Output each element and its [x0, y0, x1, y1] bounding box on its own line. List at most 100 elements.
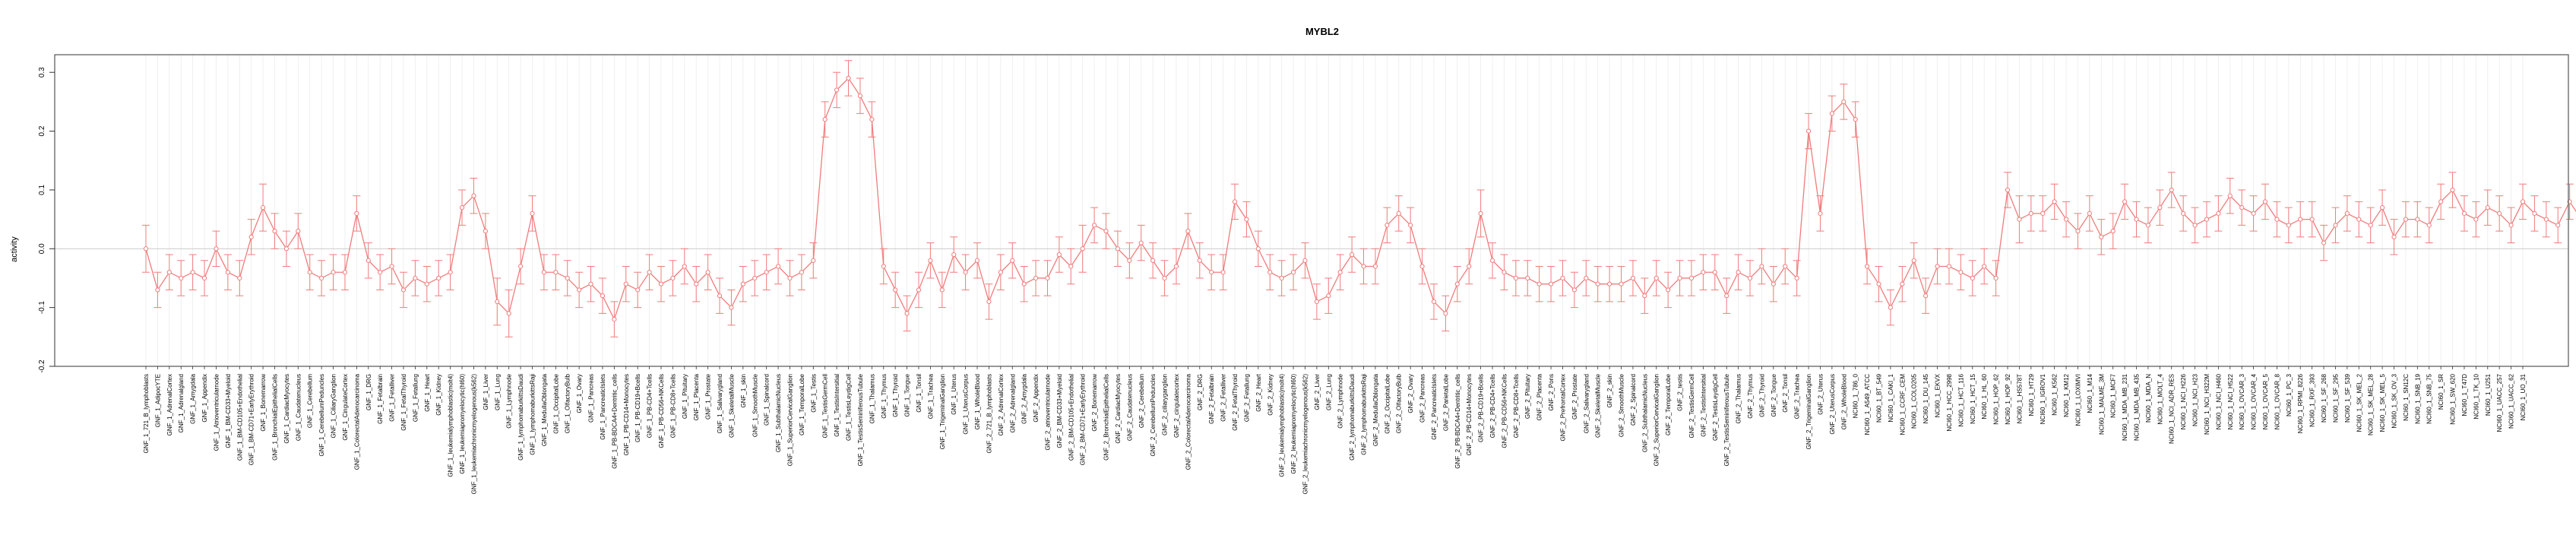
data-point [1290, 270, 1296, 275]
data-point [2532, 211, 2537, 216]
x-tick-label: GNF_1_PancreaticIslets [600, 374, 606, 440]
data-point [260, 205, 266, 211]
data-point [893, 287, 898, 293]
x-tick-label: GNF_2_Appendix [1033, 374, 1040, 423]
data-point [214, 246, 219, 252]
y-axis-title: activity [10, 236, 19, 262]
data-point [1033, 275, 1039, 281]
data-point [190, 270, 195, 275]
data-point [834, 87, 840, 93]
x-tick-label: NCI60_1_MDA_MB_231 [2122, 373, 2128, 441]
data-point [600, 293, 606, 299]
data-point [775, 264, 781, 269]
x-tick-label: NCI60_1_NCI_H23 [2192, 373, 2199, 426]
x-tick-label: NCI60_1_UACC_62 [2508, 373, 2515, 429]
data-point [2543, 217, 2549, 222]
data-point [1103, 228, 1109, 234]
x-tick-label: GNF_2_Ovary [1407, 374, 1414, 413]
data-point [459, 205, 465, 211]
data-point [2461, 211, 2467, 216]
data-point [2391, 234, 2397, 239]
data-point [495, 299, 500, 305]
x-tick-label: NCI60_1_CAKI_1 [1888, 373, 1894, 422]
data-point [2473, 217, 2479, 222]
x-tick-label: GNF_1_Fetalbrain [377, 374, 384, 424]
x-tick-label: GNF_2_WholeBlood [1840, 374, 1847, 429]
x-tick-label: GNF_2_FetalThyroid [1232, 374, 1239, 431]
x-tick-label: GNF_1_Salivarygland [717, 374, 723, 433]
data-point [787, 275, 793, 281]
data-point [1326, 293, 1331, 299]
x-tick-label: GNF_1_TestisSeminiferousTubule [857, 373, 864, 466]
data-point [1127, 258, 1132, 263]
data-point [1361, 264, 1366, 269]
data-point [1865, 264, 1870, 269]
x-tick-label: NCI60_1_MDA_MB_435 [2134, 373, 2141, 441]
data-point [1209, 270, 1214, 275]
data-point [1548, 281, 1554, 287]
data-point [1431, 299, 1437, 305]
data-point [2087, 211, 2092, 216]
x-tick-label: NCI60_1_OVCAR_8 [2274, 373, 2280, 429]
x-tick-label: GNF_2_TestisLeydigCell [1712, 374, 1719, 441]
data-point [939, 287, 945, 293]
data-point [2181, 211, 2186, 216]
x-tick-label: GNF_2_SkeletalMuscle [1595, 373, 1602, 438]
data-point [1666, 287, 1671, 293]
x-tick-label: GNF_2_UterusCorpus [1829, 374, 1836, 435]
x-tick-label: GNF_1_Tongue [904, 373, 911, 416]
data-point [846, 75, 851, 81]
data-point [869, 116, 875, 122]
data-point [2520, 199, 2526, 204]
x-tick-label: GNF_2_PB-CD56+NKCells [1501, 374, 1508, 448]
data-point [506, 311, 511, 316]
x-tick-label: NCI60_1_HOP_62 [1993, 373, 2000, 424]
data-point [682, 264, 687, 269]
data-point [283, 246, 290, 252]
data-point [577, 287, 582, 293]
data-point [1220, 270, 1226, 275]
x-tick-label: GNF_1_Uterus [951, 374, 957, 415]
data-point [1630, 275, 1636, 281]
data-point [799, 270, 804, 275]
data-point [1502, 270, 1507, 275]
data-point [2040, 211, 2046, 216]
data-point [2134, 217, 2139, 222]
x-tick-label: GNF_2_leukemialymphoblastic(molt4) [1279, 374, 1286, 477]
data-point [752, 275, 758, 281]
data-point [1935, 264, 1940, 269]
x-tick-label: GNF_1_OlfactoryBulb [565, 373, 571, 433]
x-tick-label: GNF_1_WholeBlood [974, 374, 981, 429]
x-tick-label: NCI60_1_MCF7 [2110, 373, 2117, 417]
data-point [1092, 223, 1097, 228]
x-tick-label: GNF_2_Amygdala [1021, 373, 1028, 423]
x-tick-label: GNF_2_721_B_lymphoblasts [986, 374, 992, 454]
x-tick-label: GNF_2_SuperiorCervicalGanglion [1654, 374, 1660, 466]
x-tick-label: GNF_1_OccipitalLobe [552, 373, 559, 433]
data-point [424, 281, 429, 287]
x-tick-label: GNF_1_PB-CD14+Monocytes [623, 374, 630, 455]
data-point [553, 270, 559, 275]
data-point [1958, 270, 1964, 275]
data-point [1244, 217, 1249, 222]
data-point [2321, 240, 2327, 245]
y-axis: -0.2 -0.1 0.0 0.1 0.2 0.3 [38, 67, 55, 373]
x-tick-label: NCI60_1_SNB_19 [2414, 373, 2421, 423]
x-tick-label: GNF_2_OlfactoryBulb [1396, 373, 1403, 433]
data-point [857, 93, 863, 99]
data-point [272, 228, 277, 234]
x-tick-label: GNF_1_TestisIntersitial [834, 374, 840, 437]
x-tick-label: GNF_2_skin [1606, 374, 1613, 407]
x-tick-label: GNF_1_Fetallung [412, 374, 419, 422]
x-tick-label: GNF_2_PB-CD4+Tcells [1489, 374, 1496, 438]
y-tick-label: 0.3 [38, 67, 46, 78]
data-point [1314, 299, 1319, 305]
data-point [963, 270, 968, 275]
x-tick-label: NCI60_1_KM12 [2063, 373, 2070, 416]
x-tick-label: GNF_2_TemporalLobe [1665, 373, 1672, 435]
data-point [1525, 275, 1530, 281]
x-tick-label: NCI60_1_T47D [2461, 374, 2468, 416]
data-point [2344, 211, 2350, 216]
data-point [2262, 199, 2268, 204]
x-tick-label: GNF_1_Adrenalgland [178, 374, 185, 432]
